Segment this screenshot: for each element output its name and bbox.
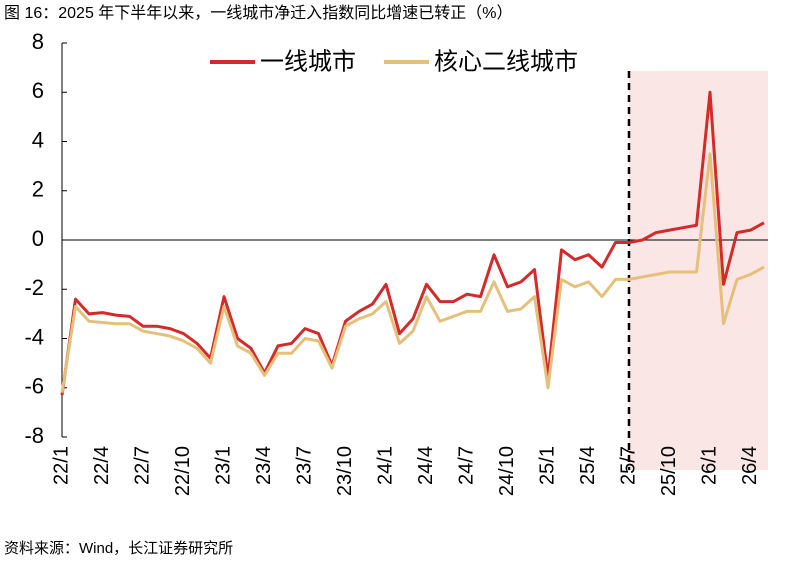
y-tick-label: -8 [24, 423, 44, 448]
y-tick-label: 6 [32, 78, 44, 103]
x-tick-label: 25/10 [658, 446, 680, 496]
chart-title: 图 16：2025 年下半年以来，一线城市净迁入指数同比增速已转正（%） [4, 4, 513, 22]
x-tick-label: 24/7 [455, 446, 477, 485]
x-tick-label: 26/4 [739, 446, 761, 485]
x-tick-label: 22/4 [91, 446, 113, 485]
legend-label: 一线城市 [260, 48, 356, 75]
x-tick-label: 25/7 [617, 446, 639, 485]
x-tick-label: 24/4 [415, 446, 437, 485]
x-tick-label: 23/1 [212, 446, 234, 485]
x-tick-label: 22/10 [172, 446, 194, 496]
y-tick-label: 0 [32, 226, 44, 251]
line-series [60, 90, 765, 396]
y-tick-label: 2 [32, 177, 44, 202]
x-tick-label: 22/7 [131, 446, 153, 485]
x-tick-label: 23/10 [334, 446, 356, 496]
legend-label: 核心二线城市 [434, 48, 578, 75]
y-tick-label: 8 [32, 29, 44, 54]
x-tick-label: 24/1 [374, 446, 396, 485]
x-tick-label: 23/7 [293, 446, 315, 485]
y-tick-label: -2 [24, 275, 44, 300]
source: 资料来源：Wind，长江证券研究所 [4, 540, 233, 557]
x-tick-label: 25/1 [536, 446, 558, 485]
y-tick-label: -4 [24, 324, 44, 349]
y-tick-label: 4 [32, 127, 44, 152]
highlight-region [629, 71, 768, 470]
x-tick-label: 23/4 [253, 446, 275, 485]
x-tick-label: 24/10 [496, 446, 518, 496]
x-tick-label: 25/4 [577, 446, 599, 485]
x-tick-label: 26/1 [698, 446, 720, 485]
line-series [60, 152, 765, 393]
x-tick-label: 22/1 [50, 446, 72, 485]
y-tick-label: -6 [24, 374, 44, 399]
